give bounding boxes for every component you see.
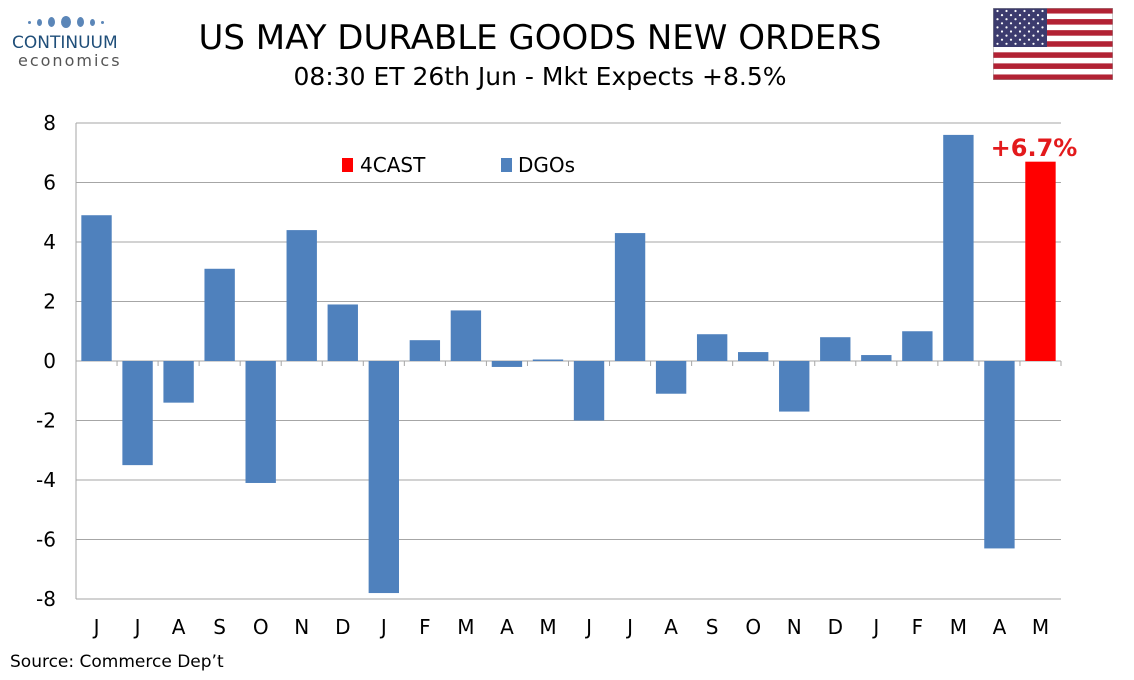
bar-dgos xyxy=(327,304,358,361)
bar-dgos xyxy=(655,361,687,394)
bars xyxy=(81,134,1056,594)
x-tick-label: F xyxy=(419,615,431,639)
x-tick-label: A xyxy=(172,615,186,639)
x-tick-label: F xyxy=(912,615,924,639)
y-axis: 8 6 4 2 0 -2 -4 -6 -8 xyxy=(36,111,77,611)
bar-dgos xyxy=(696,334,728,361)
bar-dgos xyxy=(81,215,112,361)
chart-subtitle: 08:30 ET 26th Jun - Mkt Expects +8.5% xyxy=(293,62,787,91)
bar-dgos xyxy=(820,337,851,361)
y-tick-label: 0 xyxy=(43,349,56,373)
y-tick-label: -4 xyxy=(36,468,56,492)
bar-dgos xyxy=(779,361,810,412)
x-tick-label: J xyxy=(379,615,387,639)
x-tick-label: S xyxy=(706,615,719,639)
y-tick-label: 6 xyxy=(43,171,56,195)
x-tick-label: M xyxy=(1032,615,1049,639)
bar-forecast xyxy=(1025,161,1056,361)
bar-dgos xyxy=(614,233,646,361)
x-tick-label: J xyxy=(133,615,141,639)
bar-dgos xyxy=(286,230,317,361)
logo-sub: economics xyxy=(18,51,122,70)
x-tick-label: J xyxy=(625,615,633,639)
x-tick-label: O xyxy=(745,615,761,639)
bar-dgos xyxy=(368,361,399,594)
logo-name: CONTINUUM xyxy=(12,33,118,53)
legend: 4CAST DGOs xyxy=(342,153,575,177)
x-tick-label: J xyxy=(92,615,100,639)
x-tick-label: A xyxy=(993,615,1007,639)
x-tick-label: D xyxy=(828,615,843,639)
y-tick-label: 8 xyxy=(43,111,56,135)
x-tick-label: S xyxy=(213,615,226,639)
source-note: Source: Commerce Dep’t xyxy=(10,652,224,672)
y-tick-label: 2 xyxy=(43,290,56,314)
bar-dgos xyxy=(163,361,194,403)
legend-swatch-dgos xyxy=(501,158,512,172)
bar-dgos xyxy=(943,134,974,361)
bar-dgos xyxy=(450,310,482,361)
logo: CONTINUUM economics xyxy=(12,14,142,70)
logo-dots-icon xyxy=(28,14,142,30)
bar-dgos xyxy=(532,359,564,361)
x-tick-label: A xyxy=(500,615,514,639)
bar-dgos xyxy=(738,352,769,361)
x-tick-label: M xyxy=(457,615,474,639)
us-flag-icon xyxy=(993,8,1113,80)
y-tick-label: -6 xyxy=(36,528,56,552)
x-tick-label: N xyxy=(294,615,309,639)
y-tick-label: -2 xyxy=(36,409,56,433)
bar-dgos xyxy=(245,361,276,483)
x-tick-label: O xyxy=(253,615,269,639)
bar-dgos xyxy=(984,361,1015,549)
x-tick-label: M xyxy=(539,615,556,639)
bar-dgos xyxy=(491,361,523,367)
bar-dgos xyxy=(409,340,441,361)
x-tick-label: N xyxy=(787,615,802,639)
legend-swatch-forecast xyxy=(342,158,353,172)
bar-dgos xyxy=(902,331,933,361)
bar-dgos xyxy=(861,355,892,361)
legend-label-forecast: 4CAST xyxy=(360,153,426,177)
bar-dgos xyxy=(573,361,605,421)
y-tick-label: -8 xyxy=(36,587,56,611)
gridlines xyxy=(75,122,1062,600)
legend-label-dgos: DGOs xyxy=(518,153,575,177)
x-tick-label: J xyxy=(584,615,592,639)
forecast-annotation: +6.7% xyxy=(991,134,1078,162)
chart-title: US MAY DURABLE GOODS NEW ORDERS xyxy=(198,18,882,58)
x-tick-label: J xyxy=(871,615,879,639)
x-tick-label: D xyxy=(335,615,350,639)
bar-dgos xyxy=(122,361,153,466)
bar-dgos xyxy=(204,268,235,361)
x-tick-label: A xyxy=(664,615,678,639)
y-tick-label: 4 xyxy=(43,230,56,254)
x-tick-label: M xyxy=(950,615,967,639)
